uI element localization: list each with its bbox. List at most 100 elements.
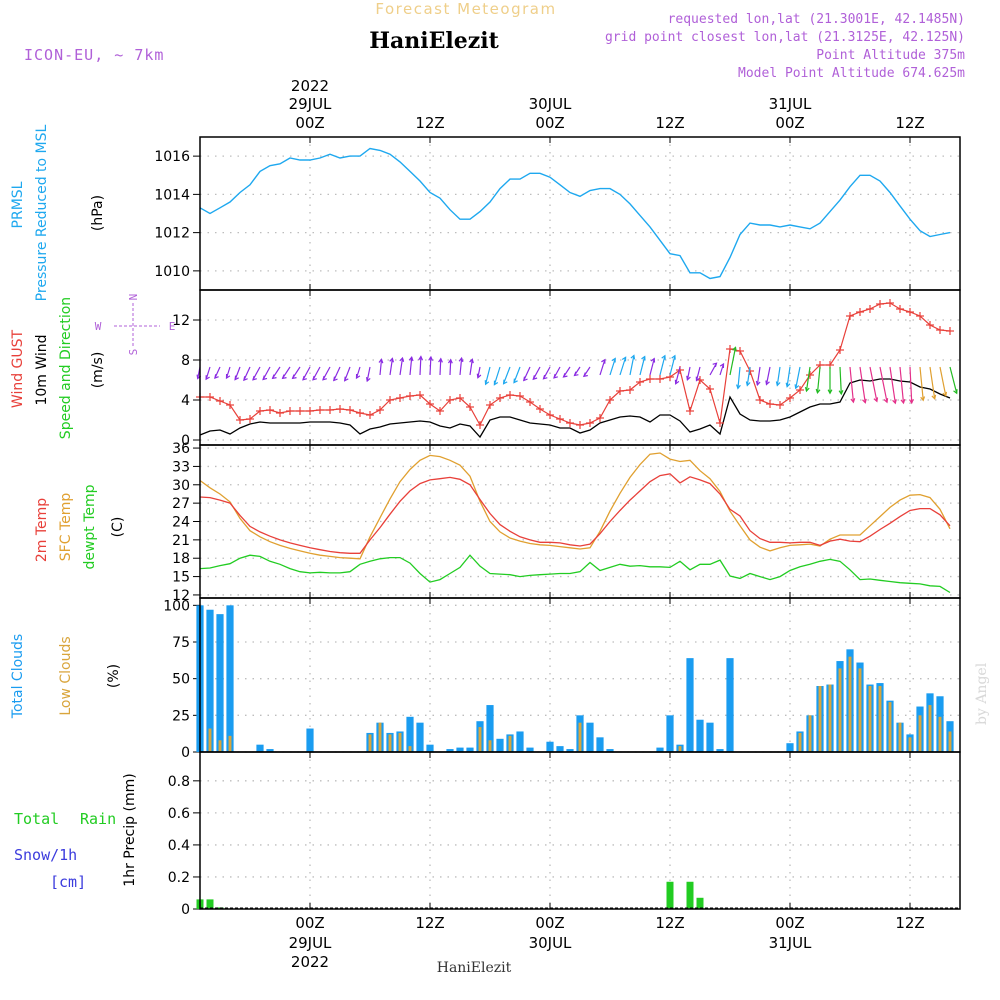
- y-tick-label: 50: [172, 672, 190, 688]
- total-cloud-bar: [456, 747, 464, 752]
- wind-arrow: [485, 366, 491, 385]
- wind-arrow-head: [214, 374, 219, 380]
- wind-arrow-head: [650, 357, 656, 363]
- wind-arrow: [493, 366, 501, 385]
- dewpoint-line: [199, 554, 951, 594]
- wind-arrow-head: [732, 346, 737, 352]
- wind-arrow-head: [448, 358, 453, 364]
- wind-arrow-head: [641, 355, 646, 361]
- y-tick-label: 0.6: [168, 806, 190, 822]
- rain-bar: [696, 897, 704, 909]
- wind-arrow: [459, 358, 463, 376]
- wind-arrow: [639, 356, 646, 376]
- wind-arrow-head: [815, 388, 821, 395]
- wind-arrow-head: [794, 384, 800, 390]
- model-label: ICON-EU, ~ 7km: [24, 46, 164, 64]
- wind-arrow: [899, 366, 905, 404]
- wind-arrow: [205, 366, 211, 380]
- snow-unit: [cm]: [50, 873, 86, 891]
- wind-arrow: [889, 366, 896, 404]
- low-cloud-bar: [888, 702, 892, 752]
- wind-arrow: [366, 366, 371, 382]
- low-cloud-bar: [378, 722, 382, 752]
- y-tick-label: 36: [172, 441, 190, 457]
- wind-arrow-head: [476, 373, 482, 379]
- total-cloud-bar: [566, 749, 574, 752]
- wind-arrow-head: [873, 397, 879, 403]
- wind-arrow: [765, 366, 771, 385]
- low-cloud-bar: [508, 735, 512, 752]
- y-tick-label: 24: [172, 515, 190, 531]
- low-cloud-bar: [858, 668, 862, 752]
- top-hour-label: 12Z: [655, 114, 684, 132]
- wind-arrow: [469, 359, 473, 376]
- wind-arrow: [659, 355, 666, 376]
- model-altitude: Model Point Altitude 674.625m: [738, 66, 965, 81]
- y-tick-label: 30: [172, 478, 190, 494]
- total-cloud-bar: [466, 747, 474, 752]
- y-tick-label: 1014: [154, 187, 190, 203]
- wind-arrow: [849, 366, 855, 403]
- bottom-year-label: 2022: [291, 953, 329, 971]
- wind-arrow-head: [611, 357, 616, 363]
- wind-arrow: [756, 366, 761, 386]
- wind-arrow-head: [262, 375, 268, 381]
- wind-label: 10m Wind: [34, 334, 50, 405]
- low-cloud-bar: [408, 746, 412, 752]
- total-cloud-bar: [426, 744, 434, 752]
- wind-arrow-head: [542, 374, 548, 380]
- wind-arrow-head: [621, 356, 627, 362]
- y-tick-label: 21: [172, 533, 190, 549]
- y-tick-label: 18: [172, 551, 190, 567]
- low-cloud-bar: [918, 715, 922, 752]
- low-cloud-bar: [938, 716, 942, 752]
- wind-arrow: [909, 366, 913, 403]
- wind-arrow-head: [883, 398, 889, 404]
- wind-arrow-head: [513, 378, 518, 384]
- location-title: HaniElezit: [369, 28, 499, 54]
- y-tick-label: 0: [181, 902, 190, 918]
- y-tick-label: 0: [181, 433, 190, 449]
- low-cloud-bar: [398, 732, 402, 752]
- product-title: Forecast Meteogram: [375, 0, 556, 18]
- low-cloud-bar: [828, 684, 832, 752]
- wind-arrow-head: [674, 379, 680, 385]
- wind-arrow: [399, 357, 404, 376]
- grid-point-coords: grid point closest lon,lat (21.3125E, 42…: [605, 30, 965, 45]
- total-cloud-bar: [606, 749, 614, 752]
- y-tick-label: 15: [172, 570, 190, 586]
- clouds-unit: (%): [106, 664, 122, 688]
- y-tick-label: 100: [163, 598, 190, 614]
- wind-arrow-head: [438, 357, 443, 363]
- low-cloud-bar: [878, 686, 882, 752]
- wind-arrow: [389, 358, 394, 376]
- sfc-temp-label: SFC Temp: [58, 493, 74, 562]
- wind-arrow-head: [920, 396, 926, 402]
- bottom-hour-label: 00Z: [775, 914, 804, 932]
- wind-arrow-head: [953, 389, 958, 395]
- wind-arrow-head: [271, 374, 277, 380]
- compass-south: S: [127, 349, 140, 356]
- low-cloud-bar: [578, 722, 582, 752]
- wind-arrow-head: [399, 356, 405, 362]
- wind-arrow-head: [291, 374, 297, 380]
- wind-arrow-head: [562, 372, 568, 378]
- total-cloud-bar: [696, 719, 704, 752]
- top-day-label: 30JUL: [529, 95, 572, 113]
- wind-arrow: [729, 347, 737, 376]
- wind-arrow-head: [745, 381, 751, 387]
- top-day-label: 31JUL: [769, 95, 812, 113]
- wind-arrow: [695, 366, 701, 381]
- wind-arrow: [686, 366, 691, 380]
- total-cloud-bar: [546, 741, 554, 752]
- y-tick-label: 0.4: [168, 838, 190, 854]
- wind-arrow: [737, 366, 741, 389]
- y-tick-label: 1010: [154, 264, 190, 280]
- wind-arrow: [513, 366, 521, 383]
- wind-arrow-head: [333, 376, 338, 382]
- wind-arrow: [344, 366, 351, 381]
- rain-bar: [686, 881, 694, 909]
- total-cloud-bar: [586, 722, 594, 752]
- bottom-day-label: 29JUL: [289, 934, 332, 952]
- y-tick-label: 1012: [154, 226, 190, 242]
